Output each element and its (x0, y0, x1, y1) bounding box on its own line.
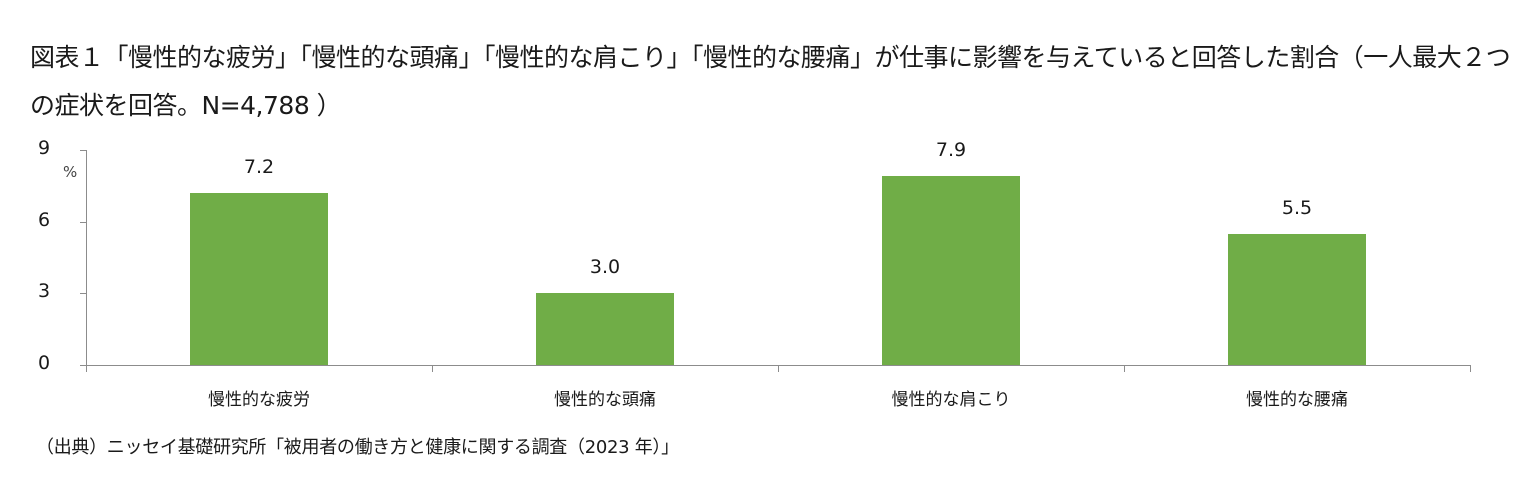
y-tick-mark (80, 150, 86, 151)
chart-title: 図表１「慢性的な疲労」「慢性的な頭痛」「慢性的な肩こり」「慢性的な腰痛」が仕事に… (30, 43, 1511, 120)
x-category-divider (86, 365, 87, 372)
y-tick-mark (80, 365, 86, 366)
bar (190, 193, 328, 365)
y-tick-mark (80, 221, 86, 223)
y-tick-label: 9 (38, 137, 51, 159)
y-tick-mark (80, 293, 86, 295)
bar (882, 176, 1020, 365)
x-category-label: 慢性的な腰痛 (1246, 390, 1348, 410)
x-category-divider (778, 365, 779, 372)
x-category-divider (1124, 365, 1125, 372)
bar-value-label: 5.5 (1281, 196, 1313, 219)
x-category-divider (432, 365, 433, 372)
x-category-label: 慢性的な疲労 (208, 390, 310, 410)
source-note: （出典）ニッセイ基礎研究所「被用者の働き方と健康に関する調査（2023 年）」 (36, 437, 679, 458)
y-tick-label: 0 (38, 352, 51, 374)
y-tick-label: 6 (38, 208, 51, 231)
x-category-label: 慢性的な肩こり (891, 390, 1011, 410)
bar (536, 293, 674, 365)
bar (1228, 233, 1366, 365)
y-axis-line (86, 150, 87, 366)
x-category-divider (1470, 365, 1471, 372)
bar-value-label: 7.2 (243, 156, 275, 178)
y-tick-label: 3 (38, 280, 51, 303)
bar-value-label: 7.9 (935, 139, 967, 162)
bar-value-label: 3.0 (589, 256, 621, 279)
x-category-label: 慢性的な頭痛 (554, 390, 656, 410)
y-axis-unit-label: % (63, 163, 78, 181)
